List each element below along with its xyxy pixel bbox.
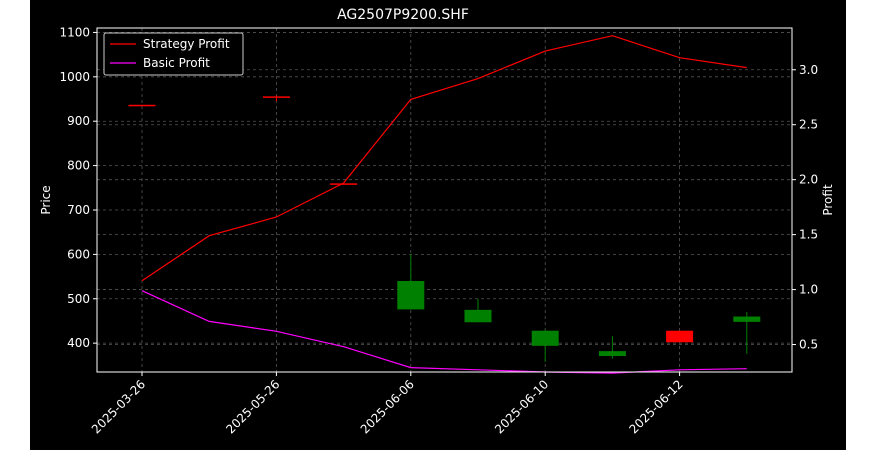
candle-body: [464, 309, 492, 323]
left-tick-label: 600: [67, 247, 90, 261]
grid-lines: [97, 28, 792, 372]
right-tick-label: 1.0: [799, 283, 818, 297]
right-tick-label: 0.5: [799, 338, 818, 352]
legend-label-basic: Basic Profit: [143, 56, 210, 70]
right-tick-label: 2.0: [799, 173, 818, 187]
candle-body: [733, 316, 761, 322]
candle-body: [598, 351, 626, 357]
right-axis-ticks: 0.5 1.0 1.5 2.0 2.5 3.0: [792, 63, 818, 352]
legend-box: [103, 32, 244, 76]
x-tick-label: 2025-03-26: [89, 377, 148, 436]
price-profit-chart: AG2507P9200.SHF 400 500 600 700 800 900 1000 11…: [39, 7, 835, 436]
x-tick-label: 2025-06-06: [358, 377, 417, 436]
candle-body: [128, 104, 156, 107]
candle-body: [531, 330, 559, 346]
chart-figure: AG2507P9200.SHF 400 500 600 700 800 900 1000 11…: [30, 0, 846, 450]
candle-body: [397, 281, 425, 310]
strategy-profit-line: [141, 35, 747, 282]
candlesticks: [128, 95, 761, 362]
left-tick-label: 800: [67, 159, 90, 173]
left-tick-label: 400: [67, 336, 90, 350]
basic-profit-line: [141, 290, 747, 374]
x-axis-ticks: 2025-03-26 2025-05-26 2025-06-06 2025-06-10…: [89, 372, 686, 436]
x-tick-label: 2025-06-10: [492, 377, 551, 436]
plot-frame: [96, 27, 793, 373]
left-tick-label: 700: [67, 203, 90, 217]
left-tick-label: 500: [67, 292, 90, 306]
left-tick-label: 1100: [59, 25, 90, 39]
x-tick-label: 2025-06-12: [627, 377, 686, 436]
right-tick-label: 3.0: [799, 63, 818, 77]
left-axis-ticks: 400 500 600 700 800 900 1000 1100: [59, 25, 97, 350]
candle-body: [262, 96, 290, 98]
candle-body: [330, 183, 358, 185]
legend-label-strategy: Strategy Profit: [143, 37, 230, 51]
right-tick-label: 1.5: [799, 228, 818, 242]
right-tick-label: 2.5: [799, 118, 818, 132]
candle-body: [666, 330, 694, 343]
profit-lines: [141, 35, 747, 374]
left-axis-label: Price: [39, 185, 53, 214]
left-tick-label: 900: [67, 114, 90, 128]
legend: Strategy Profit Basic Profit: [103, 32, 244, 76]
chart-title: AG2507P9200.SHF: [337, 7, 469, 23]
right-axis-label: Profit: [821, 184, 835, 216]
left-tick-label: 1000: [59, 70, 90, 84]
x-tick-label: 2025-05-26: [223, 377, 282, 436]
